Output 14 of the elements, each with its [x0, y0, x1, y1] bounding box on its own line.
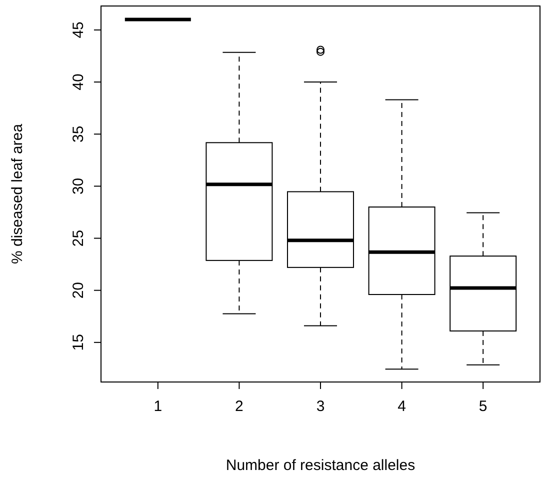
x-tick-label: 1 — [154, 398, 162, 415]
x-tick-label: 4 — [398, 398, 406, 415]
y-tick-label: 40 — [70, 74, 87, 90]
y-tick-label: 30 — [70, 178, 87, 195]
y-tick-label: 20 — [70, 282, 87, 299]
y-axis-title: % diseased leaf area — [9, 123, 26, 264]
y-tick-label: 45 — [70, 22, 87, 38]
y-tick-label: 15 — [70, 334, 87, 351]
y-tick-label: 35 — [70, 126, 87, 142]
x-tick-label: 3 — [316, 398, 325, 415]
x-tick-label: 2 — [235, 398, 244, 415]
y-tick-label: 25 — [70, 230, 87, 247]
x-tick-label: 5 — [478, 398, 488, 415]
x-axis-title: Number of resistance alleles — [226, 457, 416, 474]
